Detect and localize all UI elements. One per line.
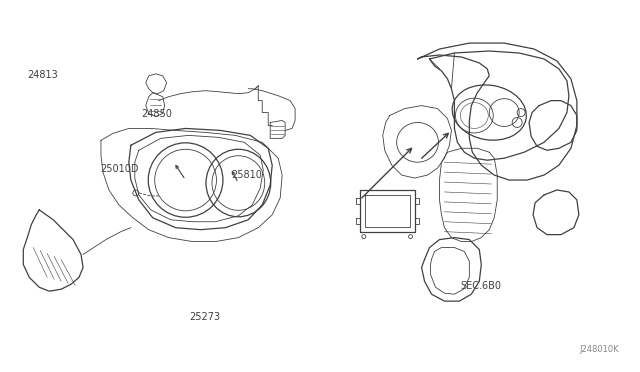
- Text: 25010D: 25010D: [100, 164, 139, 174]
- Text: SEC.6B0: SEC.6B0: [460, 281, 501, 291]
- Text: 25273: 25273: [189, 312, 221, 322]
- Text: J248010K: J248010K: [579, 345, 619, 354]
- Text: 24850: 24850: [141, 109, 172, 119]
- Text: 24813: 24813: [27, 70, 58, 80]
- Text: 25810: 25810: [231, 170, 262, 180]
